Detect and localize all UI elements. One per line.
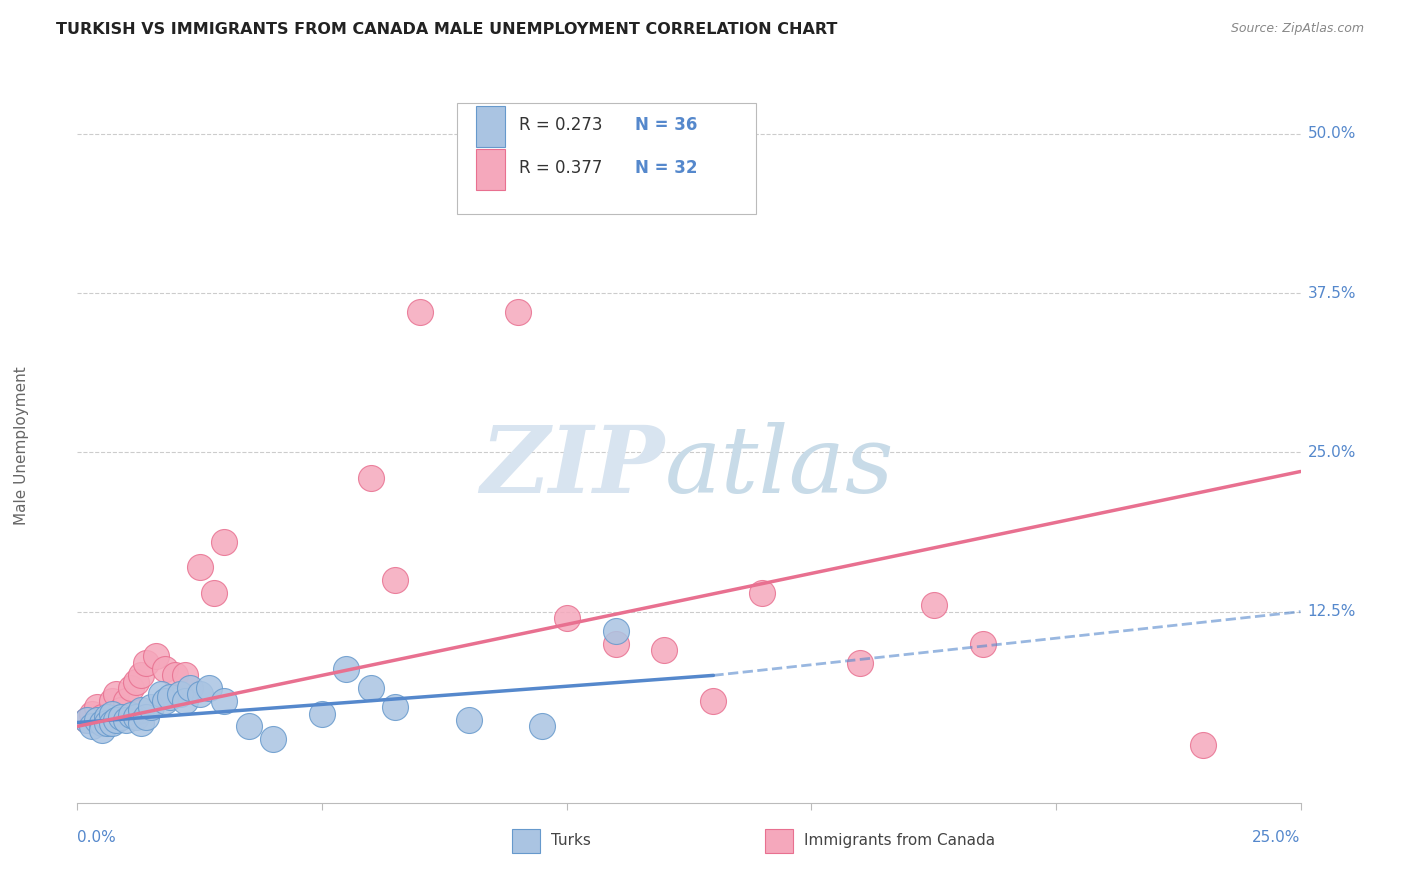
Point bbox=[100, 706, 122, 721]
Point bbox=[384, 700, 406, 714]
Point bbox=[76, 713, 98, 727]
Point bbox=[169, 688, 191, 702]
Point bbox=[506, 305, 529, 319]
Point bbox=[238, 719, 260, 733]
Point bbox=[262, 732, 284, 747]
Text: Male Unemployment: Male Unemployment bbox=[14, 367, 28, 525]
Point bbox=[129, 715, 152, 730]
Point bbox=[115, 694, 138, 708]
Text: Immigrants from Canada: Immigrants from Canada bbox=[804, 833, 995, 848]
Point bbox=[1191, 739, 1213, 753]
Point bbox=[120, 681, 142, 695]
Text: TURKISH VS IMMIGRANTS FROM CANADA MALE UNEMPLOYMENT CORRELATION CHART: TURKISH VS IMMIGRANTS FROM CANADA MALE U… bbox=[56, 22, 838, 37]
Point bbox=[654, 643, 676, 657]
Point bbox=[972, 636, 994, 650]
Point bbox=[155, 662, 177, 676]
Point bbox=[212, 694, 235, 708]
Point bbox=[922, 599, 945, 613]
Point bbox=[120, 707, 142, 722]
Point bbox=[360, 681, 382, 695]
Point bbox=[86, 713, 108, 727]
Point bbox=[96, 715, 118, 730]
Point bbox=[605, 636, 627, 650]
FancyBboxPatch shape bbox=[477, 106, 506, 147]
Text: 25.0%: 25.0% bbox=[1308, 445, 1355, 460]
Point bbox=[384, 573, 406, 587]
Text: 0.0%: 0.0% bbox=[77, 830, 117, 845]
Point bbox=[360, 471, 382, 485]
Point bbox=[100, 694, 122, 708]
Point bbox=[100, 715, 122, 730]
Point bbox=[165, 668, 187, 682]
Point bbox=[105, 688, 128, 702]
Point bbox=[751, 585, 773, 599]
Text: atlas: atlas bbox=[665, 423, 894, 512]
Point bbox=[90, 723, 112, 738]
FancyBboxPatch shape bbox=[457, 103, 756, 214]
Text: N = 36: N = 36 bbox=[636, 116, 697, 134]
Point bbox=[159, 690, 181, 704]
Point bbox=[202, 585, 225, 599]
Point bbox=[174, 694, 197, 708]
Point bbox=[96, 710, 118, 724]
Point bbox=[335, 662, 357, 676]
Point bbox=[198, 681, 221, 695]
Text: Source: ZipAtlas.com: Source: ZipAtlas.com bbox=[1230, 22, 1364, 36]
Point bbox=[702, 694, 724, 708]
Text: ZIP: ZIP bbox=[481, 423, 665, 512]
Point bbox=[110, 703, 132, 717]
Point bbox=[125, 710, 148, 724]
Point bbox=[135, 656, 157, 670]
Text: R = 0.377: R = 0.377 bbox=[519, 159, 602, 177]
Point bbox=[155, 694, 177, 708]
Point bbox=[110, 710, 132, 724]
Text: 25.0%: 25.0% bbox=[1253, 830, 1301, 845]
Point bbox=[555, 611, 578, 625]
Text: N = 32: N = 32 bbox=[636, 159, 697, 177]
Point bbox=[188, 560, 211, 574]
Point bbox=[129, 668, 152, 682]
Point bbox=[212, 534, 235, 549]
Point bbox=[174, 668, 197, 682]
Point bbox=[86, 700, 108, 714]
Point bbox=[105, 713, 128, 727]
Point bbox=[76, 713, 98, 727]
Point bbox=[605, 624, 627, 638]
Point bbox=[125, 674, 148, 689]
Point bbox=[179, 681, 201, 695]
FancyBboxPatch shape bbox=[477, 149, 506, 190]
Point bbox=[188, 688, 211, 702]
Point bbox=[311, 706, 333, 721]
Point bbox=[90, 710, 112, 724]
Point bbox=[149, 688, 172, 702]
Text: R = 0.273: R = 0.273 bbox=[519, 116, 602, 134]
Text: Turks: Turks bbox=[551, 833, 591, 848]
Point bbox=[80, 719, 103, 733]
Point bbox=[115, 713, 138, 727]
Text: 50.0%: 50.0% bbox=[1308, 127, 1355, 141]
Point bbox=[139, 700, 162, 714]
Point bbox=[129, 703, 152, 717]
Point bbox=[849, 656, 872, 670]
Point bbox=[80, 706, 103, 721]
Text: 12.5%: 12.5% bbox=[1308, 604, 1355, 619]
Point bbox=[135, 710, 157, 724]
Point bbox=[145, 649, 167, 664]
Point bbox=[409, 305, 432, 319]
Point bbox=[90, 715, 112, 730]
Text: 37.5%: 37.5% bbox=[1308, 285, 1355, 301]
Point bbox=[457, 713, 479, 727]
Point bbox=[531, 719, 554, 733]
